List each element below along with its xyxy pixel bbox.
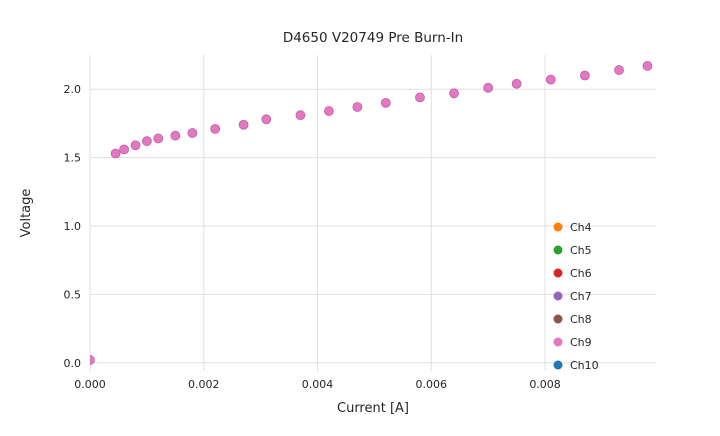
x-tick-label: 0.008	[529, 378, 561, 391]
legend-label: Ch8	[570, 313, 592, 326]
y-axis-label: Voltage	[19, 189, 34, 238]
data-point	[153, 133, 164, 144]
legend-label: Ch9	[570, 336, 592, 349]
data-point	[449, 88, 459, 99]
data-point	[110, 148, 121, 159]
legend-item: Ch7	[553, 290, 592, 303]
data-point	[511, 78, 522, 89]
legend-item: Ch9	[553, 336, 592, 349]
data-point	[579, 70, 590, 81]
y-tick-label: 2.0	[64, 83, 82, 96]
data-point	[380, 97, 391, 108]
legend-label: Ch7	[570, 290, 592, 303]
x-tick-label: 0.006	[416, 378, 448, 391]
x-tick-label: 0.004	[302, 378, 334, 391]
y-tick-label: 1.0	[64, 220, 82, 233]
y-tick-label: 1.5	[64, 152, 82, 165]
x-tick-label: 0.002	[188, 378, 220, 391]
legend-item: Ch4	[553, 221, 592, 234]
data-point	[90, 355, 95, 365]
legend-label: Ch6	[570, 267, 592, 280]
data-point	[324, 106, 334, 116]
data-point	[295, 110, 306, 121]
data-point	[352, 102, 363, 112]
legend-swatch	[553, 360, 563, 370]
legend-swatch	[553, 222, 563, 232]
data-point	[415, 92, 425, 103]
legend-swatch	[553, 314, 563, 324]
data-point	[483, 82, 494, 93]
data-point	[119, 144, 130, 155]
y-tick-label: 0.0	[64, 357, 82, 370]
legend-swatch	[553, 291, 563, 301]
data-point	[210, 123, 221, 134]
legend-item: Ch8	[553, 313, 592, 326]
legend-label: Ch5	[570, 244, 592, 257]
data-point	[642, 61, 653, 71]
legend: Ch4 Ch5 Ch6 Ch7 Ch8 Ch9 Ch10	[553, 221, 599, 372]
data-point	[141, 136, 152, 147]
legend-item: Ch10	[553, 359, 599, 372]
legend-label: Ch10	[570, 359, 599, 372]
chart-title: D4650 V20749 Pre Burn-In	[283, 30, 463, 46]
data-point	[170, 130, 181, 141]
data-point	[238, 119, 249, 130]
x-tick-label: 0.000	[74, 378, 106, 391]
legend-swatch	[553, 268, 563, 278]
legend-swatch	[553, 245, 563, 255]
data-point	[130, 140, 141, 151]
x-axis-label: Current [A]	[337, 401, 409, 416]
data-point	[545, 74, 556, 85]
legend-label: Ch4	[570, 221, 592, 234]
legend-swatch	[553, 337, 563, 347]
legend-item: Ch6	[553, 267, 592, 280]
data-point	[614, 65, 624, 75]
y-tick-label: 0.5	[64, 288, 82, 301]
data-points	[90, 61, 653, 365]
data-point	[261, 114, 272, 125]
legend-item: Ch5	[553, 244, 592, 257]
data-point	[187, 128, 198, 138]
